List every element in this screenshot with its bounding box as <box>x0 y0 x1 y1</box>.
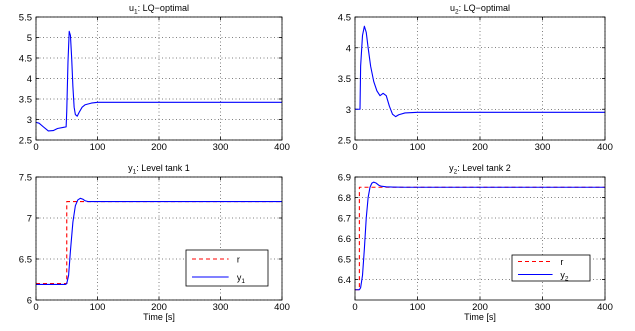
y-tick-label: 7.5 <box>19 173 32 184</box>
title-rest: : LQ−optimal <box>138 3 189 13</box>
y-tick-label: 4.5 <box>338 13 351 24</box>
x-tick-label: 400 <box>274 142 290 153</box>
title-rest: : LQ−optimal <box>459 3 510 13</box>
legend-label: r <box>560 257 563 267</box>
x-tick-label: 300 <box>535 302 551 313</box>
y-tick-label: 3.5 <box>338 74 351 85</box>
legend: ry1 <box>185 249 269 287</box>
subplot-u1: 0 100 200 300 400 2.5 3 3.5 4 4.5 5 5.5 u1: LQ−optim… <box>19 3 290 153</box>
y-tick-label: 6.8 <box>338 193 351 204</box>
legend-label: y1 <box>237 273 246 286</box>
x-axis-label: Time [s] <box>464 312 496 322</box>
x-tick-label: 100 <box>90 142 106 153</box>
y-tick-label: 6.4 <box>338 275 351 286</box>
x-tick-label: 200 <box>151 302 167 313</box>
x-tick-label: 300 <box>213 142 229 153</box>
subplot-u2: 0 100 200 300 400 2.5 3 3.5 4 4.5 u2: LQ−optimal <box>338 3 613 153</box>
axes-frame <box>35 176 283 301</box>
chart-title: u2: LQ−optimal <box>450 3 510 16</box>
legend-label: y2 <box>560 270 569 283</box>
title-subscript: 1 <box>134 9 138 16</box>
title-main: y <box>128 163 133 173</box>
y-tick-label: 4 <box>27 74 32 85</box>
legend: ry2 <box>511 254 591 283</box>
x-tick-label: 200 <box>472 142 488 153</box>
y-tick-label: 3 <box>27 115 32 126</box>
chart-title: y2: Level tank 2 <box>449 163 511 176</box>
title-main: y <box>449 163 454 173</box>
y-tick-label: 2.5 <box>19 136 32 147</box>
plot-area <box>355 17 605 140</box>
x-tick-label: 300 <box>213 302 229 313</box>
chart-title: y1: Level tank 1 <box>128 163 190 176</box>
chart-title: u1: LQ−optimal <box>129 3 189 16</box>
legend-box <box>185 249 269 287</box>
y-tick-label: 6 <box>27 296 32 307</box>
x-tick-label: 200 <box>472 302 488 313</box>
response-line <box>36 197 282 285</box>
x-tick-label: 0 <box>33 302 38 313</box>
y-tick-label: 5.5 <box>19 13 32 24</box>
response-line <box>35 30 282 132</box>
title-subscript: 2 <box>454 169 458 176</box>
x-tick-label: 0 <box>352 142 357 153</box>
x-tick-label: 100 <box>410 142 426 153</box>
legend-label-main: y <box>560 270 565 280</box>
y-tick-label: 2.5 <box>338 136 351 147</box>
legend-label-subscript: 2 <box>565 276 569 283</box>
legend-box <box>511 254 591 282</box>
title-subscript: 2 <box>455 9 459 16</box>
x-tick-label: 100 <box>90 302 106 313</box>
x-tick-label: 100 <box>410 302 426 313</box>
legend-label: r <box>237 255 240 265</box>
axes-frame <box>354 16 606 141</box>
y-tick-label: 6.5 <box>19 255 32 266</box>
y-tick-label: 4 <box>346 43 351 54</box>
y-tick-label: 3.5 <box>19 95 32 106</box>
title-main: u <box>450 3 455 13</box>
x-axis-label: Time [s] <box>143 312 175 322</box>
title-main: u <box>129 3 134 13</box>
legend-label-main: y <box>237 273 242 283</box>
y-tick-label: 5 <box>27 33 32 44</box>
title-rest: : Level tank 2 <box>457 163 511 173</box>
y-tick-label: 4.5 <box>19 54 32 65</box>
x-tick-label: 0 <box>352 302 357 313</box>
y-tick-label: 6.5 <box>338 255 351 266</box>
legend-label-subscript: 1 <box>241 278 245 285</box>
y-tick-label: 6.9 <box>338 173 351 184</box>
title-subscript: 1 <box>133 169 137 176</box>
legend-label-main: r <box>237 255 240 265</box>
title-rest: : Level tank 1 <box>136 163 190 173</box>
x-tick-label: 200 <box>151 142 167 153</box>
x-tick-label: 400 <box>597 142 613 153</box>
response-line <box>355 25 605 118</box>
legend-label-main: r <box>560 257 563 267</box>
x-tick-label: 0 <box>33 142 38 153</box>
y-tick-label: 6.6 <box>338 234 351 245</box>
y-tick-label: 7 <box>27 214 32 225</box>
x-tick-label: 400 <box>274 302 290 313</box>
y-tick-label: 6.7 <box>338 214 351 225</box>
x-tick-label: 400 <box>597 302 613 313</box>
axes-frame <box>354 176 606 301</box>
axes-frame <box>35 16 283 141</box>
response-line <box>355 181 605 291</box>
y-tick-label: 3 <box>346 105 351 116</box>
x-tick-label: 300 <box>535 142 551 153</box>
